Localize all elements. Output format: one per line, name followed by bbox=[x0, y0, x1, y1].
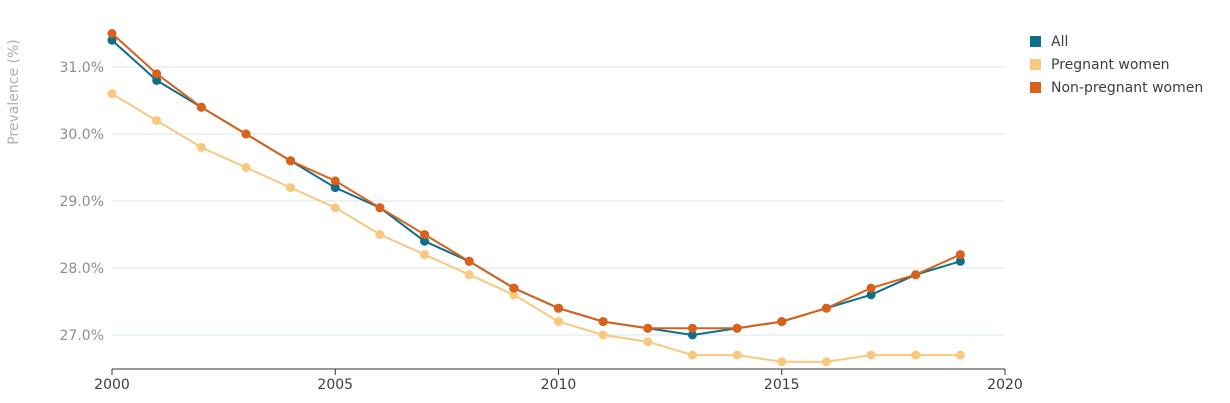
grid-lines bbox=[112, 66, 1005, 336]
y-tick-label: 31.0% bbox=[60, 60, 104, 76]
data-point[interactable] bbox=[911, 270, 921, 280]
legend-swatch bbox=[1030, 36, 1041, 47]
data-point[interactable] bbox=[955, 256, 965, 266]
data-point[interactable] bbox=[107, 29, 117, 38]
data-point[interactable] bbox=[375, 230, 385, 239]
data-point[interactable] bbox=[107, 35, 117, 45]
y-tick-label: 29.0% bbox=[60, 194, 104, 210]
series-group bbox=[107, 29, 965, 367]
data-point[interactable] bbox=[196, 102, 206, 112]
data-point[interactable] bbox=[955, 250, 965, 260]
y-axis-label: Prevalence (%) bbox=[6, 39, 22, 145]
data-point[interactable] bbox=[554, 317, 563, 327]
series-line bbox=[111, 92, 961, 363]
data-point[interactable] bbox=[509, 283, 519, 293]
data-point[interactable] bbox=[554, 303, 563, 313]
data-point[interactable] bbox=[375, 203, 385, 213]
data-point[interactable] bbox=[598, 330, 608, 340]
data-point[interactable] bbox=[241, 129, 251, 139]
legend-label[interactable]: Pregnant women bbox=[1051, 57, 1170, 73]
series-line bbox=[111, 39, 961, 337]
legend-label[interactable]: All bbox=[1051, 34, 1068, 50]
data-point[interactable] bbox=[866, 290, 876, 300]
data-point[interactable] bbox=[464, 256, 474, 266]
y-tick-label: 30.0% bbox=[60, 127, 104, 143]
data-point[interactable] bbox=[866, 350, 876, 360]
x-tick-labels: 2000 2005 2010 2015 2020 bbox=[94, 369, 1023, 393]
data-point[interactable] bbox=[330, 176, 340, 186]
legend: All Pregnant women Non-pregnant women bbox=[1030, 34, 1203, 96]
data-point[interactable] bbox=[777, 357, 787, 367]
data-point[interactable] bbox=[687, 323, 697, 333]
data-point[interactable] bbox=[821, 357, 831, 367]
data-point[interactable] bbox=[330, 203, 340, 213]
data-point[interactable] bbox=[866, 283, 876, 293]
legend-swatch bbox=[1030, 59, 1041, 70]
data-point[interactable] bbox=[107, 89, 117, 99]
data-point[interactable] bbox=[509, 290, 519, 300]
data-point[interactable] bbox=[152, 69, 162, 79]
data-point[interactable] bbox=[687, 350, 697, 360]
x-tick-label: 2000 bbox=[94, 377, 130, 393]
legend-label[interactable]: Non-pregnant women bbox=[1051, 80, 1203, 96]
data-point[interactable] bbox=[152, 116, 162, 126]
y-tick-label: 27.0% bbox=[60, 328, 104, 344]
data-point[interactable] bbox=[286, 183, 296, 193]
series-line bbox=[111, 32, 961, 330]
data-point[interactable] bbox=[241, 163, 251, 172]
data-point[interactable] bbox=[955, 350, 965, 360]
y-tick-label: 28.0% bbox=[60, 261, 104, 277]
data-point[interactable] bbox=[420, 230, 430, 239]
series-non-pregnant-women bbox=[107, 29, 965, 333]
x-tick-label: 2010 bbox=[541, 377, 577, 393]
data-point[interactable] bbox=[911, 350, 921, 360]
data-point[interactable] bbox=[598, 317, 608, 327]
series-pregnant-women bbox=[107, 89, 965, 367]
data-point[interactable] bbox=[152, 75, 162, 85]
data-point[interactable] bbox=[777, 317, 787, 327]
data-point[interactable] bbox=[286, 156, 296, 166]
x-tick-label: 2015 bbox=[764, 377, 800, 393]
data-point[interactable] bbox=[732, 323, 742, 333]
data-point[interactable] bbox=[330, 183, 340, 193]
data-point[interactable] bbox=[420, 236, 430, 246]
data-point[interactable] bbox=[643, 323, 653, 333]
data-point[interactable] bbox=[643, 337, 653, 347]
data-point[interactable] bbox=[420, 250, 430, 260]
data-point[interactable] bbox=[821, 303, 831, 313]
data-point[interactable] bbox=[196, 142, 206, 152]
series-all bbox=[107, 35, 965, 340]
x-tick-label: 2020 bbox=[987, 377, 1023, 393]
x-tick-label: 2005 bbox=[317, 377, 353, 393]
data-point[interactable] bbox=[687, 330, 697, 340]
data-point[interactable] bbox=[732, 350, 742, 360]
y-tick-labels: 27.0% 28.0% 29.0% 30.0% 31.0% bbox=[60, 60, 104, 344]
data-point[interactable] bbox=[464, 270, 474, 280]
legend-swatch bbox=[1030, 82, 1041, 93]
